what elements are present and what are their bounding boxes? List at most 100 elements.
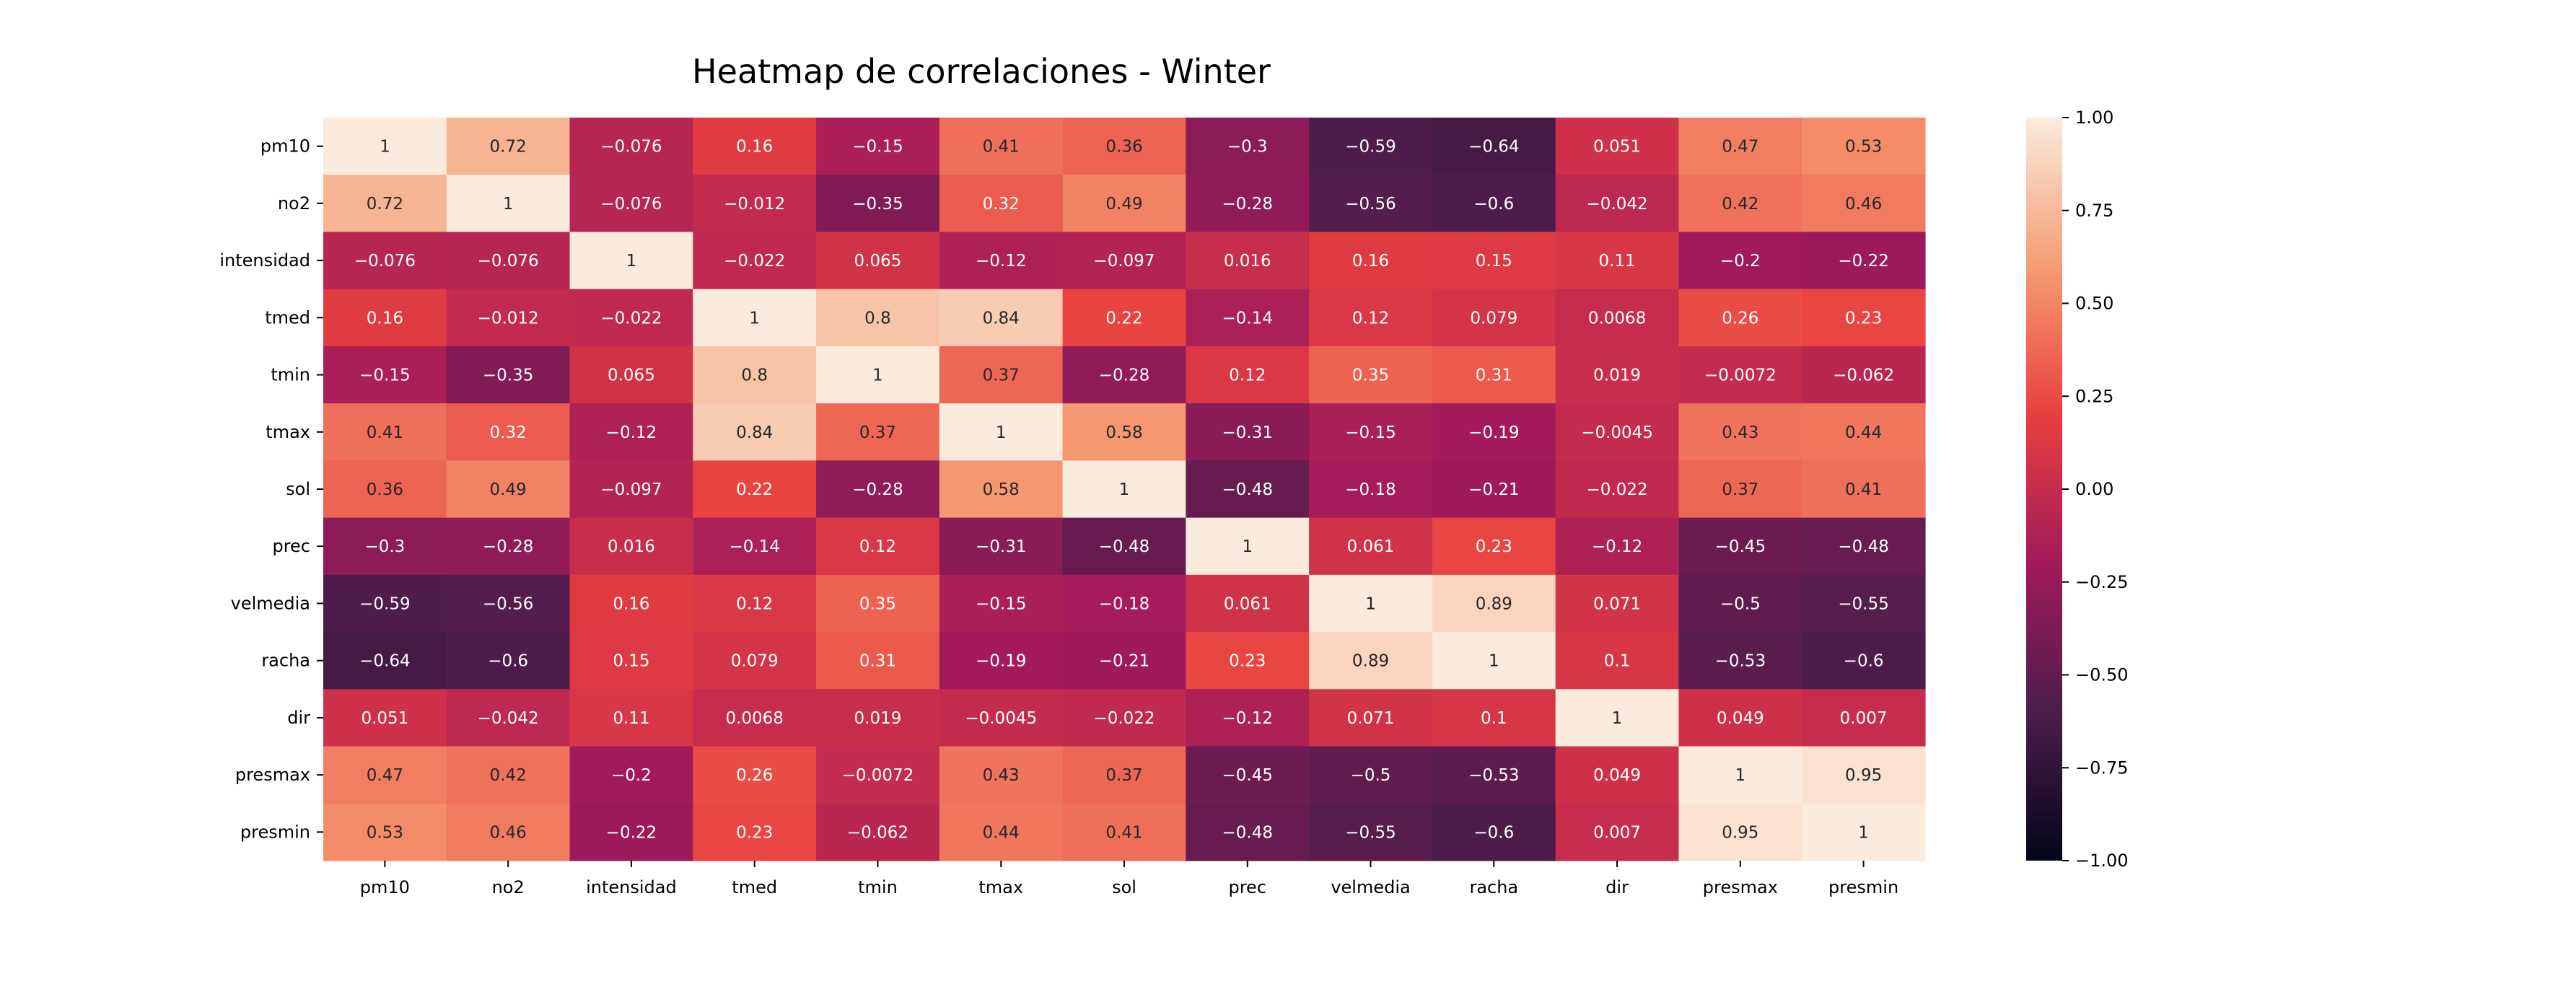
heatmap-cell-presmin-presmin <box>1802 803 1926 861</box>
cell-value-tmin-presmax: −0.0072 <box>1704 366 1777 385</box>
cell-value-tmax-intensidad: −0.12 <box>606 423 657 442</box>
heatmap-cell-tmin-no2 <box>446 346 571 404</box>
cell-value-tmed-tmin: 0.8 <box>864 309 891 328</box>
y-tick-label-prec: prec <box>272 536 310 556</box>
heatmap-cell-presmax-dir <box>1555 746 1680 804</box>
cell-value-presmin-tmax: 0.44 <box>983 823 1020 842</box>
y-tick-label-no2: no2 <box>278 193 310 214</box>
cell-value-sol-prec: −0.48 <box>1222 480 1273 499</box>
heatmap-cell-presmax-pm10 <box>323 746 447 804</box>
cell-value-velmedia-prec: 0.061 <box>1224 594 1271 613</box>
heatmap-cell-tmax-intensidad <box>569 403 693 461</box>
heatmap-cell-intensidad-tmax <box>939 232 1064 290</box>
cell-value-sol-dir: −0.022 <box>1587 480 1648 499</box>
cell-value-velmedia-pm10: −0.59 <box>359 594 410 613</box>
heatmap-cell-tmed-no2 <box>446 289 571 347</box>
heatmap-cell-racha-presmax <box>1678 632 1802 690</box>
colorbar-tick-label: 0.25 <box>2075 386 2113 406</box>
heatmap-cell-tmin-intensidad <box>569 346 693 404</box>
cell-value-sol-intensidad: −0.097 <box>600 480 662 499</box>
cell-value-pm10-presmax: 0.47 <box>1722 138 1758 157</box>
cell-value-presmax-dir: 0.049 <box>1593 766 1641 785</box>
cell-value-racha-velmedia: 0.89 <box>1352 652 1389 671</box>
heatmap-cell-dir-intensidad <box>569 689 693 747</box>
heatmap-cell-intensidad-presmin <box>1802 232 1926 290</box>
heatmap-cell-sol-presmax <box>1678 460 1802 519</box>
heatmap-cell-no2-sol <box>1062 175 1186 233</box>
cell-value-tmed-no2: −0.012 <box>478 309 539 328</box>
heatmap-cell-pm10-dir <box>1555 118 1680 175</box>
heatmap-cell-presmax-prec <box>1186 746 1310 804</box>
cell-value-pm10-presmin: 0.53 <box>1845 138 1882 157</box>
cell-value-racha-pm10: −0.64 <box>359 652 410 671</box>
cell-value-velmedia-velmedia: 1 <box>1365 594 1376 613</box>
y-tick-label-sol: sol <box>286 479 310 499</box>
cell-value-prec-presmax: −0.45 <box>1715 537 1766 556</box>
cell-value-dir-pm10: 0.051 <box>361 709 408 728</box>
heatmap-cell-tmax-sol <box>1062 403 1186 461</box>
heatmap-cell-tmax-tmax <box>939 403 1064 461</box>
cell-value-intensidad-no2: −0.076 <box>478 252 539 271</box>
heatmap-cell-pm10-intensidad <box>569 118 693 175</box>
cell-value-no2-pm10: 0.72 <box>367 195 403 214</box>
heatmap-cell-sol-tmin <box>816 460 940 519</box>
cell-value-pm10-tmin: −0.15 <box>852 138 903 157</box>
cell-annotations: 1 0.72 −0.076 0.16 −0.15 0.41 0.36 −0.3 −0.59 −0.… <box>354 138 1894 843</box>
cell-value-velmedia-sol: −0.18 <box>1099 594 1149 613</box>
heatmap-cell-prec-no2 <box>446 517 571 576</box>
heatmap-cell-racha-no2 <box>446 632 571 690</box>
cell-value-tmin-tmax: 0.37 <box>983 366 1020 385</box>
heatmap-cell-presmax-no2 <box>446 746 571 804</box>
heatmap-cell-prec-intensidad <box>569 517 693 576</box>
cell-value-velmedia-racha: 0.89 <box>1476 594 1512 613</box>
heatmap-cell-no2-tmin <box>816 175 940 233</box>
heatmap-cell-tmin-dir <box>1555 346 1680 404</box>
heatmap-cell-intensidad-intensidad <box>569 232 693 290</box>
heatmap-cell-pm10-tmax <box>939 118 1064 175</box>
heatmap-cell-dir-velmedia <box>1309 689 1433 747</box>
cell-value-presmax-sol: 0.37 <box>1105 766 1142 785</box>
cell-value-racha-no2: −0.6 <box>488 652 528 671</box>
heatmap-cell-presmax-sol <box>1062 746 1186 804</box>
heatmap-cell-prec-pm10 <box>323 517 447 576</box>
cell-value-tmin-intensidad: 0.065 <box>608 366 655 385</box>
x-tick-label-tmin: tmin <box>858 877 898 897</box>
heatmap-cell-no2-presmin <box>1802 175 1926 233</box>
cell-value-tmed-dir: 0.0068 <box>1588 309 1646 328</box>
heatmap-cell-tmin-tmed <box>693 346 817 404</box>
heatmap-cell-intensidad-sol <box>1062 232 1186 290</box>
cell-value-tmax-no2: 0.32 <box>490 423 527 442</box>
y-tick-label-pm10: pm10 <box>260 136 310 157</box>
cell-value-pm10-prec: −0.3 <box>1227 138 1268 157</box>
cell-value-presmax-tmax: 0.43 <box>983 766 1020 785</box>
heatmap-cell-dir-presmin <box>1802 689 1926 747</box>
cell-value-intensidad-presmin: −0.22 <box>1838 252 1888 271</box>
cell-value-tmax-velmedia: −0.15 <box>1345 423 1396 442</box>
cell-value-tmin-racha: 0.31 <box>1476 366 1512 385</box>
cell-value-tmin-tmin: 1 <box>872 366 883 385</box>
cell-value-racha-tmax: −0.19 <box>976 652 1026 671</box>
cell-value-presmin-sol: 0.41 <box>1105 823 1142 842</box>
heatmap-cell-intensidad-dir <box>1555 232 1680 290</box>
heatmap-cell-presmin-pm10 <box>323 803 447 861</box>
cell-value-presmin-tmed: 0.23 <box>736 823 773 842</box>
heatmap-cell-presmin-tmed <box>693 803 817 861</box>
cell-value-prec-velmedia: 0.061 <box>1347 537 1395 556</box>
cell-value-intensidad-pm10: −0.076 <box>354 252 416 271</box>
heatmap-cell-no2-no2 <box>446 175 571 233</box>
heatmap-cell-sol-presmin <box>1802 460 1926 519</box>
heatmap-cell-tmin-presmin <box>1802 346 1926 404</box>
heatmap-cell-presmin-velmedia <box>1309 803 1433 861</box>
cell-value-tmax-tmax: 1 <box>996 423 1007 442</box>
cell-value-prec-no2: −0.28 <box>483 537 533 556</box>
heatmap-cell-presmin-sol <box>1062 803 1186 861</box>
cell-value-prec-tmax: −0.31 <box>976 537 1026 556</box>
cell-value-intensidad-racha: 0.15 <box>1476 252 1512 271</box>
cell-value-sol-pm10: 0.36 <box>367 480 403 499</box>
heatmap-cell-tmin-velmedia <box>1309 346 1433 404</box>
heatmap-cell-tmax-velmedia <box>1309 403 1433 461</box>
heatmap-cell-tmed-presmin <box>1802 289 1926 347</box>
heatmap-cell-intensidad-presmax <box>1678 232 1802 290</box>
cell-value-presmax-presmin: 0.95 <box>1845 766 1882 785</box>
